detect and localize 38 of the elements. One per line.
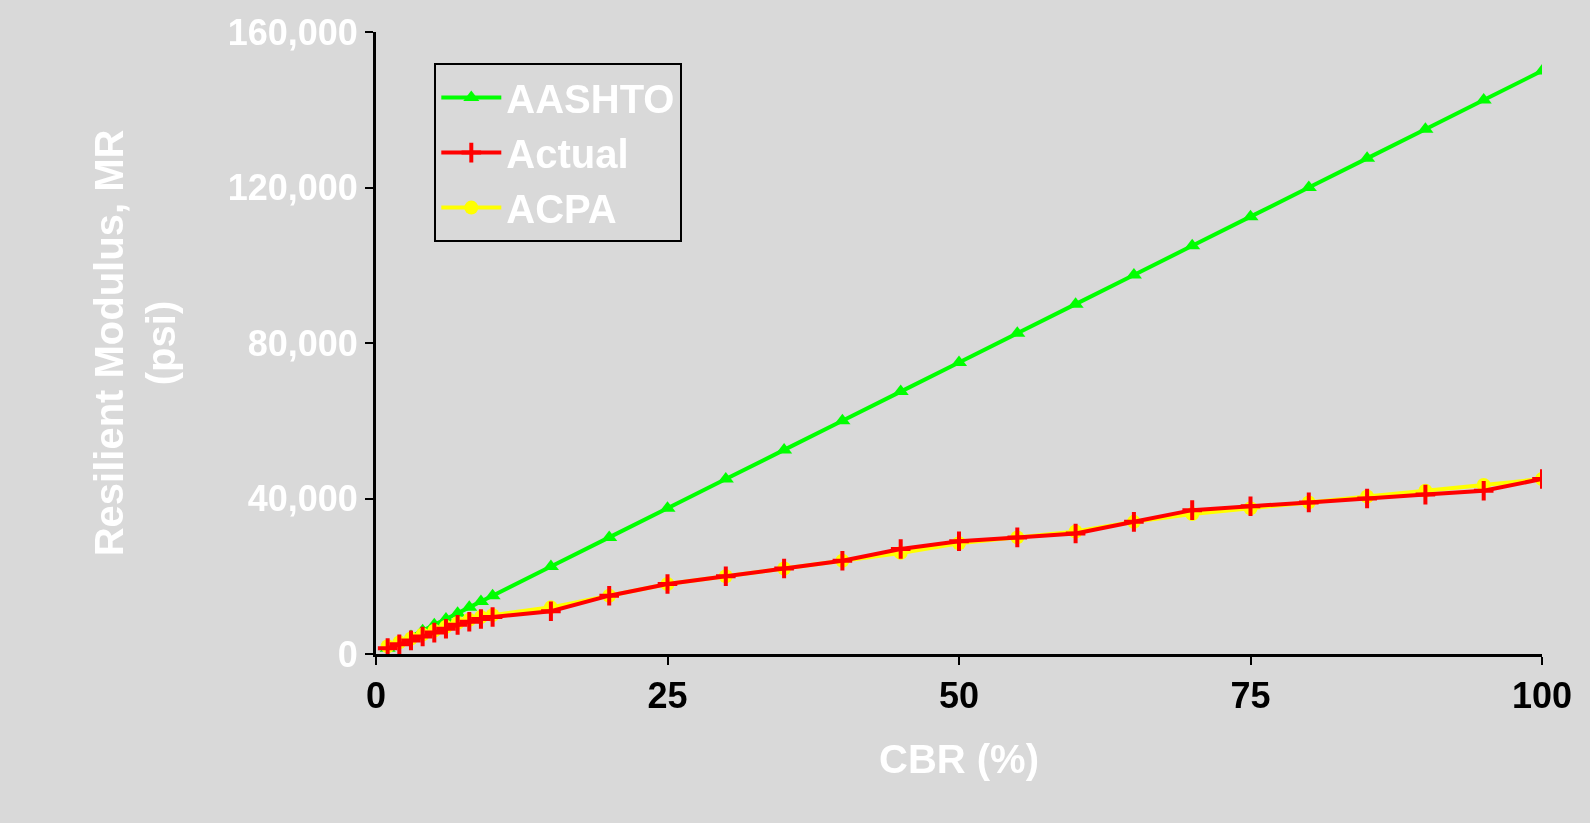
point (1355, 486, 1379, 511)
point (947, 529, 971, 554)
point (457, 609, 482, 634)
point (888, 537, 913, 561)
point (834, 413, 851, 425)
point (1242, 209, 1259, 221)
point (480, 605, 505, 629)
point (539, 599, 563, 624)
point (1063, 521, 1088, 546)
x-tick-label: 100 (1511, 675, 1573, 717)
point (422, 620, 447, 645)
point (399, 628, 423, 653)
point (714, 564, 738, 589)
point (1413, 482, 1438, 507)
point (1184, 238, 1201, 250)
point (776, 442, 793, 454)
point (830, 548, 855, 573)
point (469, 607, 493, 631)
point (484, 588, 501, 600)
point (772, 556, 796, 581)
point (1297, 490, 1321, 515)
point (1180, 498, 1204, 522)
point (1471, 478, 1496, 503)
x-tick-label: 50 (938, 675, 980, 717)
x-tick-label: 25 (647, 675, 688, 717)
x-tick-label: 0 (365, 675, 387, 717)
point (1125, 267, 1142, 279)
point (445, 613, 470, 637)
point (1238, 494, 1263, 519)
point (410, 624, 435, 649)
point (434, 616, 458, 641)
point (542, 559, 559, 571)
x-tick-label: 75 (1230, 675, 1271, 717)
point (1005, 525, 1030, 550)
point (892, 384, 909, 396)
point (655, 572, 680, 596)
point (1122, 510, 1146, 534)
point (597, 583, 621, 608)
